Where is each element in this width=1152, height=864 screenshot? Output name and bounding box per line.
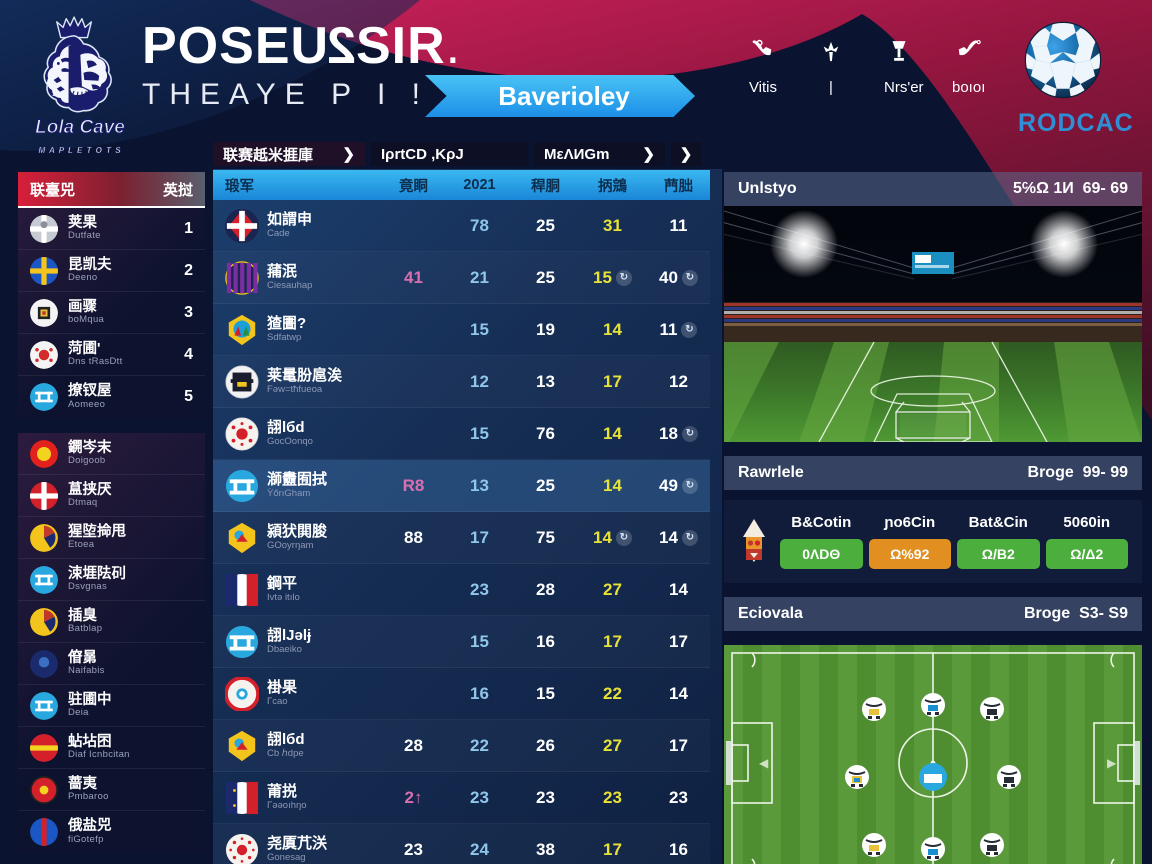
svg-text:◀: ◀: [759, 756, 769, 770]
svg-text:▶: ▶: [1107, 756, 1117, 770]
